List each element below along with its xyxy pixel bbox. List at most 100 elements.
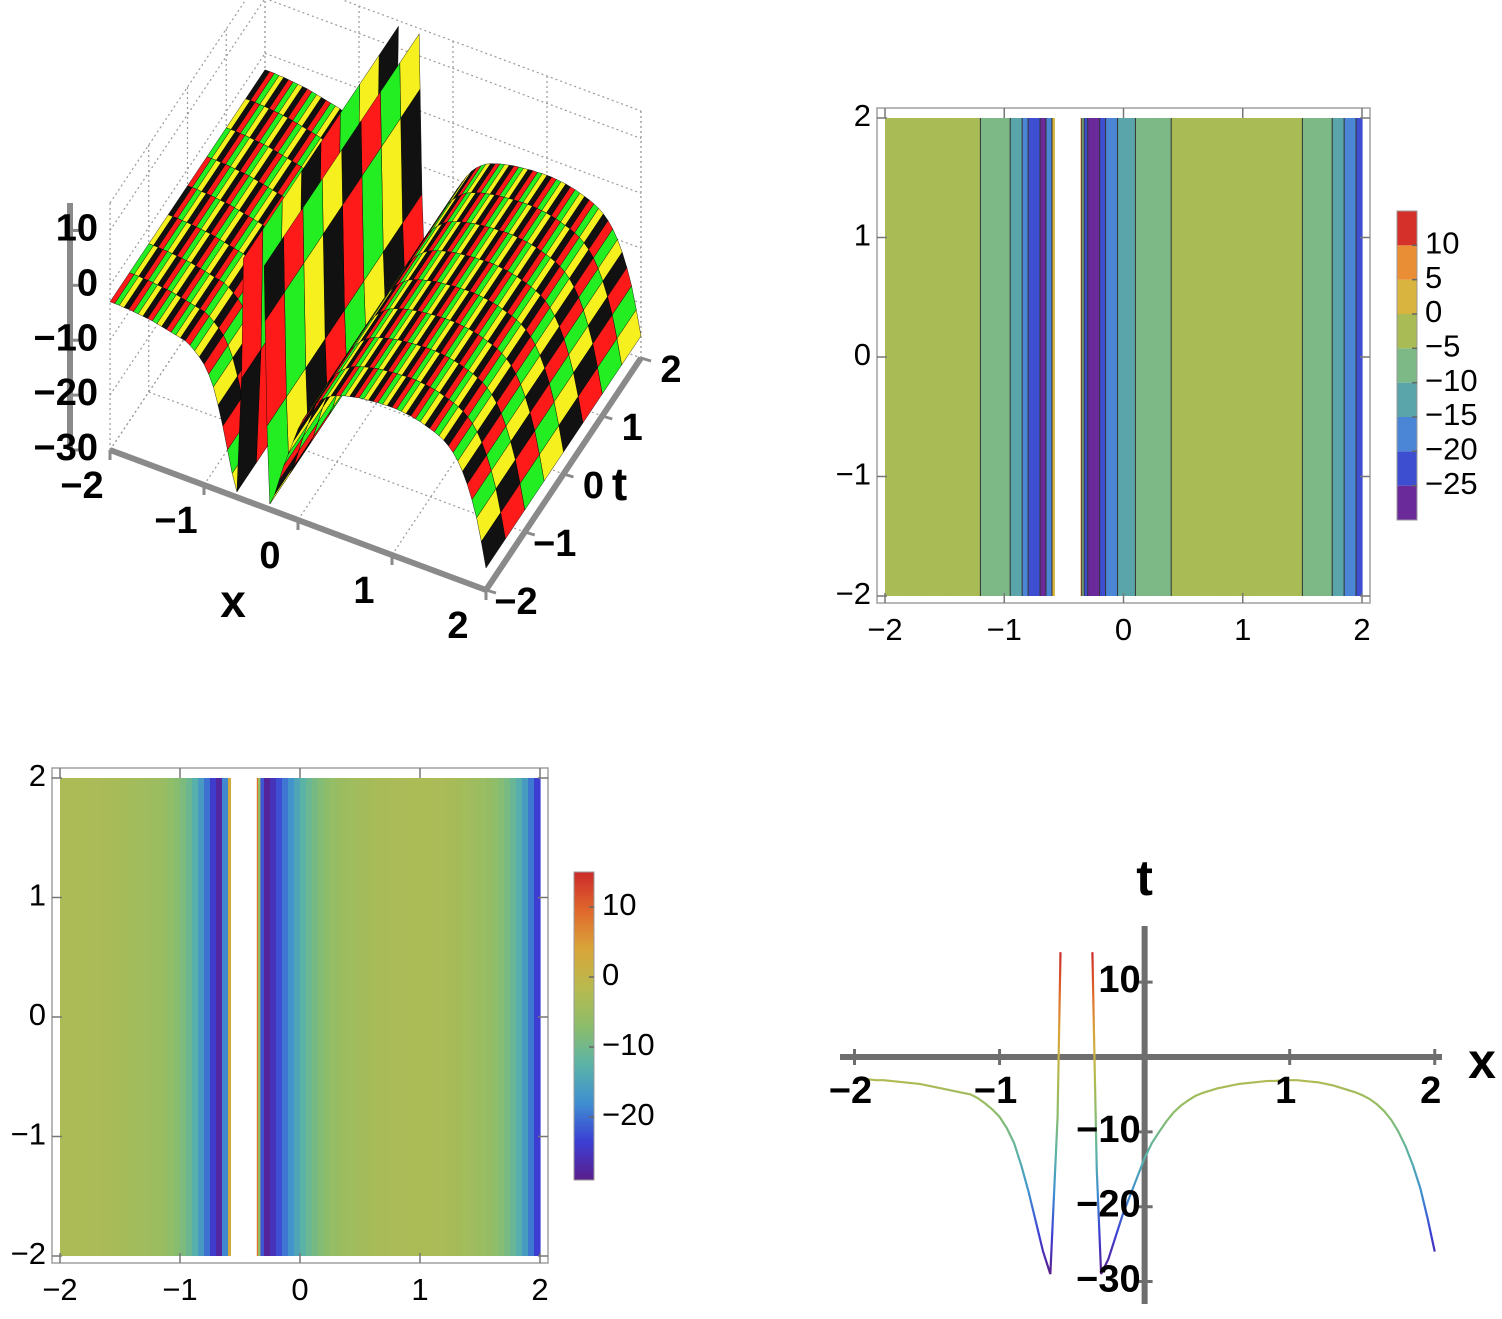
colorbar-block [1397, 348, 1417, 383]
density-cell [222, 778, 229, 1256]
density-cell [260, 778, 265, 1256]
density-cell [992, 118, 999, 596]
density-cell [96, 778, 103, 1256]
density-cell [432, 778, 439, 1256]
density-cell [1147, 118, 1154, 596]
y-tick-label: 1 [854, 218, 871, 253]
density-cell [1350, 118, 1357, 596]
grid-line [109, 0, 265, 231]
density-cell [468, 778, 475, 1256]
x-tick-label: −1 [987, 612, 1022, 647]
density-cell [1177, 118, 1184, 596]
density-cell [300, 778, 307, 1256]
colorbar [574, 872, 594, 1180]
density-cell [1242, 118, 1250, 596]
tick-mark [524, 530, 536, 537]
density-cell [1260, 118, 1268, 596]
density-cell [534, 778, 541, 1256]
density-cell [480, 778, 487, 1256]
box-edge [341, 0, 642, 112]
y-axis-label: t [1136, 850, 1153, 906]
density-cell [282, 778, 289, 1256]
density-cell [132, 778, 139, 1256]
density-cell [144, 778, 151, 1256]
density-cell [1206, 118, 1214, 596]
density-cell [378, 778, 385, 1256]
density-cell [168, 778, 175, 1256]
density-cell [1224, 118, 1232, 596]
density-cell [360, 778, 367, 1256]
density-cell [318, 778, 325, 1256]
density-cell [192, 778, 199, 1256]
z-tick-label: −10 [34, 317, 98, 359]
density-cell [294, 778, 301, 1256]
density-cell [890, 118, 898, 596]
density-cell [90, 778, 97, 1256]
density-cell [1201, 118, 1208, 596]
density-cell [1034, 118, 1041, 596]
y-tick-label: 2 [854, 98, 871, 133]
density-cell [120, 778, 127, 1256]
density-cell [228, 778, 231, 1256]
density-cell [1320, 118, 1327, 596]
x-tick-label: 0 [259, 535, 280, 577]
x-tick-label: 2 [1420, 1070, 1441, 1112]
density-cell [926, 118, 934, 596]
density-cell [462, 778, 469, 1256]
y-tick-label: −10 [1076, 1109, 1140, 1151]
x-tick-label: 1 [1234, 612, 1251, 647]
density-cell [414, 778, 421, 1256]
tick-mark [563, 472, 574, 479]
colorbar-block [1397, 451, 1417, 486]
y-tick-label: 0 [583, 465, 604, 507]
density-cell [426, 778, 433, 1256]
x-tick-label: −1 [162, 1272, 197, 1307]
density-cell [492, 778, 499, 1256]
density-cell [1016, 118, 1023, 596]
z-tick-label: 0 [77, 262, 98, 304]
density-cell [66, 778, 73, 1256]
grid-line [264, 52, 642, 194]
density-cell [420, 778, 427, 1256]
density-cell [528, 778, 535, 1256]
x-tick-label: −2 [60, 465, 103, 507]
density-cell [60, 778, 67, 1256]
x-tick-label: 2 [1353, 612, 1370, 647]
density-cell [1099, 118, 1107, 596]
density-cell [1189, 118, 1196, 596]
density-cell [1105, 118, 1113, 596]
density-cell [138, 778, 145, 1256]
x-tick-label: 2 [531, 1272, 548, 1307]
colorbar-tick-label: 10 [602, 887, 636, 922]
density-cell [1171, 118, 1178, 596]
density-cell [1153, 118, 1160, 596]
density-cell [1332, 118, 1339, 596]
grid-line [109, 53, 266, 286]
density-cell [1141, 118, 1148, 596]
density-cell [126, 778, 133, 1256]
density-cell [456, 778, 463, 1256]
density-cell [1326, 118, 1333, 596]
surface-patch [241, 228, 264, 379]
colorbar-tick-label: −5 [1425, 329, 1460, 364]
colorbar-tick-label: 5 [1425, 260, 1442, 295]
colorbar-block [1397, 245, 1417, 280]
x-axis-label: x [220, 575, 246, 627]
density-cell [276, 778, 283, 1256]
density-cell [256, 778, 259, 1256]
y-tick-label: 1 [622, 407, 643, 449]
density-cell [516, 778, 523, 1256]
colorbar-tick-label: −10 [1425, 363, 1478, 398]
density-cell [1302, 118, 1309, 596]
density-cell [306, 778, 313, 1256]
density-cell [998, 118, 1005, 596]
density-cell [348, 778, 355, 1256]
density-cell [1338, 118, 1345, 596]
colorbar-block [1397, 211, 1417, 246]
density-cell [1111, 118, 1119, 596]
density-cell [450, 778, 457, 1256]
density-cell [896, 118, 904, 596]
density-cell [504, 778, 511, 1256]
colorbar-block [1397, 485, 1417, 520]
density-cell [1183, 118, 1190, 596]
